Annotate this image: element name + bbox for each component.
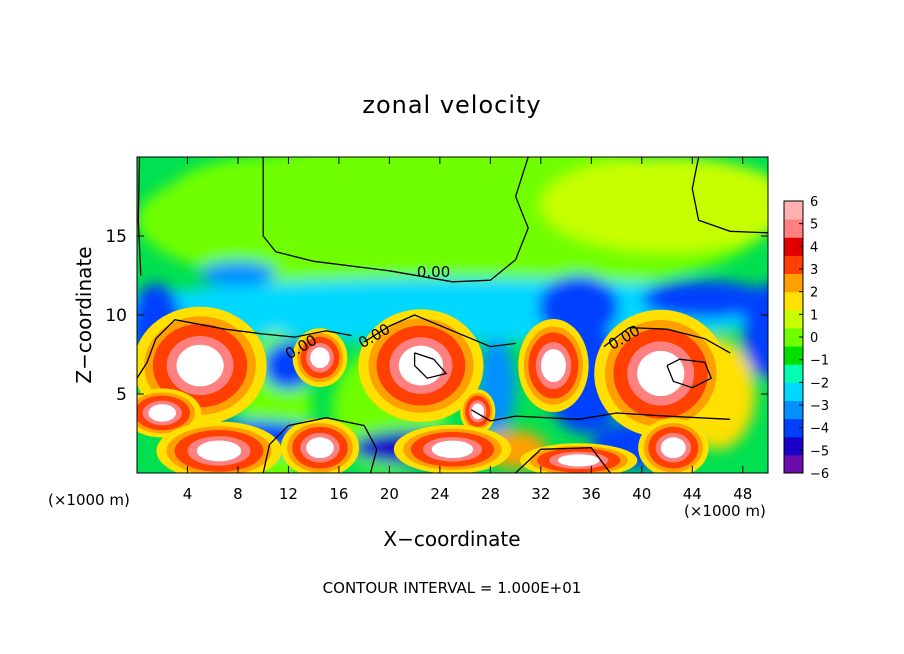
warm-cell-9-core (431, 440, 474, 458)
colorbar-segment-9 (784, 291, 803, 311)
field-region-6 (200, 261, 276, 287)
colorbar-label-1: 5 (810, 218, 818, 233)
contour-line-10 (413, 352, 448, 379)
x-tick-label-0: 4 (183, 485, 193, 503)
warm-cell-10-core (660, 437, 686, 459)
warm-cell-0 (137, 306, 267, 425)
warm-cell-1 (137, 388, 202, 438)
colorbar-segment-6 (784, 346, 803, 365)
contour-line-7 (262, 417, 378, 473)
x-tick-label-5: 24 (430, 485, 449, 503)
contour-line-6 (471, 409, 731, 422)
y-tick-label-1: 10 (105, 306, 127, 326)
warm-cell-9 (393, 424, 512, 473)
colorbar-label-5: 1 (810, 308, 818, 323)
warm-cell-7 (280, 418, 360, 473)
warm-cell-3-core (398, 345, 444, 386)
chart-title: zonal velocity (362, 91, 541, 119)
y-tick-label-2: 15 (105, 227, 127, 247)
colorbar-label-11: −5 (810, 444, 829, 459)
x-tick-label-9: 40 (632, 485, 651, 503)
colorbar-label-2: 4 (810, 240, 818, 255)
colorbar-segment-11 (784, 255, 803, 275)
warm-cell-8-core (196, 440, 242, 462)
colorbar-segment-1 (784, 436, 803, 456)
colorbar-label-0: 6 (810, 195, 818, 210)
warm-cell-5-core (540, 349, 566, 383)
colorbar-segment-4 (784, 382, 803, 401)
colorbar-segment-12 (784, 237, 803, 256)
contour-line-3 (137, 318, 352, 379)
x-units-right: (×1000 m) (684, 502, 766, 520)
x-tick-label-7: 32 (531, 485, 550, 503)
x-tick-label-3: 16 (329, 485, 348, 503)
warm-cell-10 (638, 418, 709, 473)
colorbar-segment-3 (784, 400, 803, 420)
warm-cell-2 (292, 328, 348, 388)
colorbar (783, 200, 804, 474)
colorbar-label-10: −4 (810, 422, 829, 437)
contour-line-9 (666, 358, 713, 389)
y-tick-label-0: 5 (116, 385, 127, 405)
field-region-5 (641, 280, 768, 319)
x-tick-label-1: 8 (233, 485, 243, 503)
colorbar-label-12: −6 (810, 467, 829, 482)
colorbar-segment-5 (784, 364, 803, 383)
colorbar-label-9: −3 (810, 399, 829, 414)
warm-cell-6-core (637, 350, 685, 397)
colorbar-segment-2 (784, 418, 803, 438)
colorbar-label-8: −2 (810, 376, 829, 391)
x-tick-label-4: 20 (380, 485, 399, 503)
warm-cell-6 (594, 309, 728, 438)
colorbar-segment-8 (784, 309, 803, 329)
plot-area (137, 157, 768, 473)
warm-cell-7-core (306, 437, 334, 459)
colorbar-segment-7 (784, 327, 803, 347)
field-region-1 (540, 157, 768, 252)
x-tick-label-8: 36 (582, 485, 601, 503)
x-axis-label: X−coordinate (383, 527, 520, 551)
warm-cell-0-core (176, 344, 224, 387)
warm-cell-11 (520, 443, 638, 473)
contour-line-0 (262, 157, 529, 283)
warm-cell-8 (156, 421, 282, 473)
warm-cell-3 (358, 309, 484, 422)
contour-line-2 (137, 157, 142, 276)
warm-cell-11-core (557, 454, 600, 467)
warm-cell-1-core (148, 404, 177, 422)
x-tick-label-10: 44 (683, 485, 702, 503)
colorbar-segment-0 (784, 454, 803, 474)
colorbar-label-4: 2 (810, 286, 818, 301)
colorbar-label-7: −1 (810, 354, 829, 369)
x-units-left: (×1000 m) (48, 491, 130, 509)
contour-line-1 (691, 157, 768, 234)
x-tick-label-6: 28 (481, 485, 500, 503)
colorbar-segment-10 (784, 273, 803, 293)
warm-cell-5 (518, 319, 589, 413)
colorbar-label-3: 3 (810, 263, 818, 278)
warm-cell-2-core (310, 347, 330, 369)
contour-line-5 (603, 326, 731, 354)
x-tick-label-2: 12 (279, 485, 298, 503)
colorbar-segment-13 (784, 219, 803, 238)
contour-line-4 (363, 314, 516, 348)
contour-line-8 (515, 447, 611, 473)
field-region-8 (742, 283, 768, 379)
x-tick-label-11: 48 (733, 485, 752, 503)
contour-label-0: 0.00 (417, 263, 450, 281)
contour-interval-footer: CONTOUR INTERVAL = 1.000E+01 (323, 579, 582, 597)
colorbar-label-6: 0 (810, 331, 818, 346)
colorbar-segment-14 (784, 201, 803, 220)
y-axis-label: Z−coordinate (72, 246, 96, 383)
